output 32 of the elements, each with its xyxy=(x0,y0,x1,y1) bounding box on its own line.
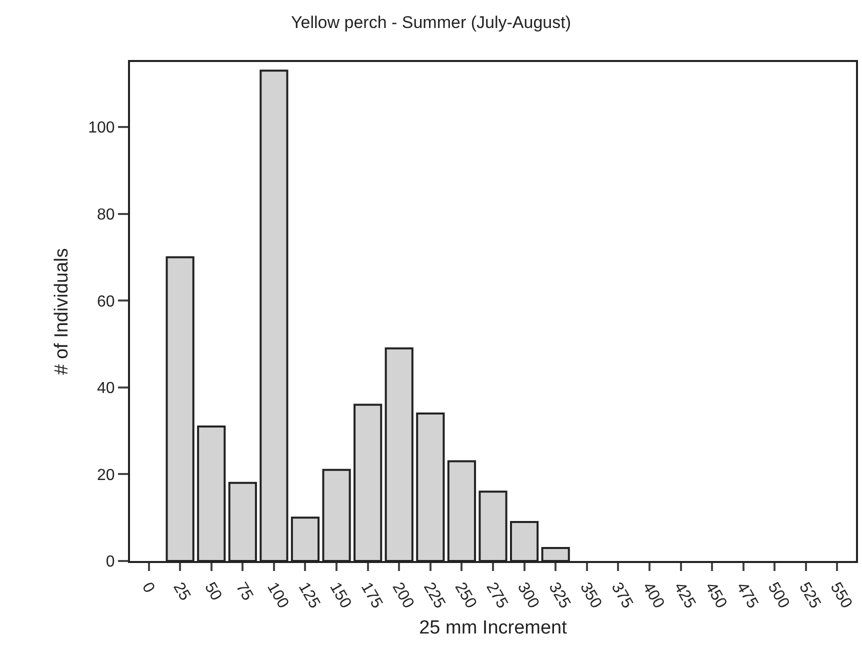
x-tick-label: 350 xyxy=(576,580,605,612)
x-tick-label: 200 xyxy=(388,580,417,612)
x-tick-label: 100 xyxy=(264,580,292,612)
x-tick-label: 300 xyxy=(514,580,542,612)
y-tick-label: 0 xyxy=(106,554,115,571)
x-tick-label: 550 xyxy=(826,580,855,612)
x-tick-label: 525 xyxy=(796,580,824,612)
y-tick-label: 40 xyxy=(97,380,115,398)
x-tick-label: 500 xyxy=(764,580,792,612)
x-tick-label: 125 xyxy=(294,580,323,612)
x-tick-label: 400 xyxy=(639,580,668,612)
x-tick-label: 475 xyxy=(732,580,762,612)
x-axis-title: 25 mm Increment xyxy=(419,618,568,639)
x-tick-label: 450 xyxy=(702,580,730,612)
x-tick-label: 0 xyxy=(138,580,158,596)
x-tick-label: 250 xyxy=(451,580,480,612)
x-tick-label: 225 xyxy=(420,580,448,612)
y-tick-label: 60 xyxy=(97,293,115,310)
chart-title: Yellow perch - Summer (July-August) xyxy=(291,13,571,32)
y-tick-label: 20 xyxy=(97,466,115,484)
x-tick-label: 150 xyxy=(326,580,354,612)
y-tick-label: 100 xyxy=(88,120,115,137)
x-tick-label: 50 xyxy=(200,580,225,604)
x-tick-label: 175 xyxy=(357,580,386,612)
x-tick-label: 75 xyxy=(232,580,256,604)
x-tick-label: 325 xyxy=(545,580,574,612)
x-tick-label: 275 xyxy=(482,580,511,612)
x-tick-label: 25 xyxy=(170,580,194,604)
y-tick-label: 80 xyxy=(97,206,115,224)
x-tick-label: 375 xyxy=(608,580,636,612)
y-axis-title: # of Individuals xyxy=(51,248,72,375)
x-tick-label: 425 xyxy=(670,580,698,612)
